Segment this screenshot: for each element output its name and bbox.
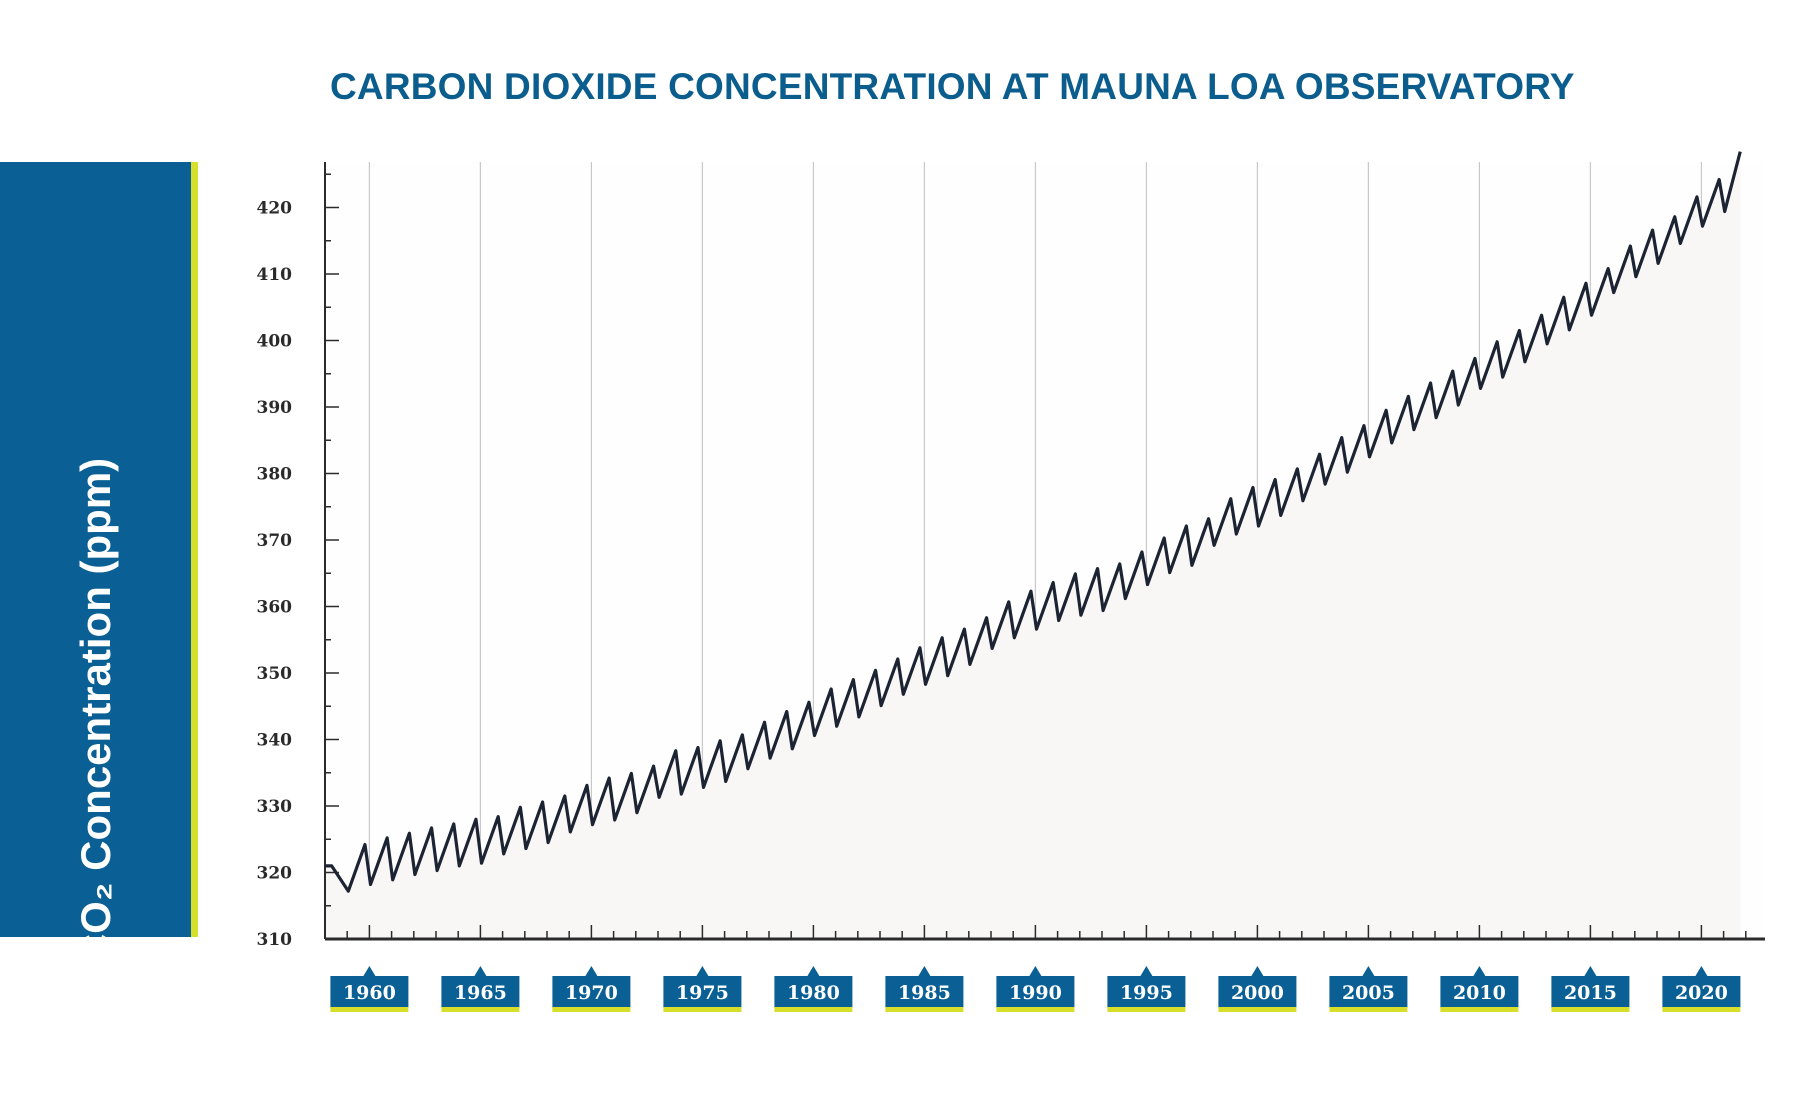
badge-pointer xyxy=(1473,966,1486,976)
x-tick-label: 2000 xyxy=(1231,982,1284,1004)
y-tick-label: 410 xyxy=(257,265,293,285)
badge-underline xyxy=(996,1007,1075,1012)
badge-box xyxy=(330,976,409,1008)
badge-pointer xyxy=(918,966,931,976)
x-tick-label: 1995 xyxy=(1120,982,1173,1004)
y-tick-label: 360 xyxy=(257,598,293,618)
badge-pointer xyxy=(474,966,487,976)
badge-underline xyxy=(441,1007,520,1012)
x-tick-label: 1975 xyxy=(676,982,729,1004)
badge-underline xyxy=(330,1007,409,1012)
badge-box xyxy=(1329,976,1408,1008)
badge-pointer xyxy=(363,966,376,976)
badge-underline xyxy=(1218,1007,1297,1012)
y-tick-label: 350 xyxy=(257,664,293,684)
badge-underline xyxy=(1440,1007,1519,1012)
badge-pointer xyxy=(807,966,820,976)
y-tick-label: 380 xyxy=(257,465,293,485)
badge-box xyxy=(774,976,853,1008)
x-tick-badge-1965: 1965 xyxy=(441,966,520,1012)
badge-box xyxy=(1551,976,1630,1008)
badge-underline xyxy=(1329,1007,1408,1012)
x-tick-label: 1990 xyxy=(1009,982,1062,1004)
x-tick-badge-2010: 2010 xyxy=(1440,966,1519,1012)
co2-series-line xyxy=(325,151,1742,893)
badge-pointer xyxy=(696,966,709,976)
badge-pointer xyxy=(1251,966,1264,976)
x-tick-badge-1990: 1990 xyxy=(996,966,1075,1012)
badge-underline xyxy=(774,1007,853,1012)
y-axis-label-panel: CO₂ Concentration (ppm) xyxy=(0,162,198,964)
x-tick-label: 1980 xyxy=(787,982,840,1004)
x-tick-badge-2015: 2015 xyxy=(1551,966,1630,1012)
x-tick-badge-1960: 1960 xyxy=(330,966,409,1012)
x-tick-label: 2005 xyxy=(1342,982,1395,1004)
y-tick-label: 370 xyxy=(257,531,293,551)
y-tick-label: 340 xyxy=(257,731,293,751)
badge-underline xyxy=(552,1007,631,1012)
x-tick-badge-1985: 1985 xyxy=(885,966,964,1012)
x-tick-badge-1980: 1980 xyxy=(774,966,853,1012)
badge-pointer xyxy=(1584,966,1597,976)
badge-pointer xyxy=(1029,966,1042,976)
x-tick-label: 2020 xyxy=(1675,982,1728,1004)
y-tick-label: 390 xyxy=(257,398,293,418)
badge-box xyxy=(1218,976,1297,1008)
y-tick-label: 320 xyxy=(257,864,293,884)
badge-box xyxy=(885,976,964,1008)
badge-pointer xyxy=(585,966,598,976)
x-tick-badge-1975: 1975 xyxy=(663,966,742,1012)
x-tick-badge-1970: 1970 xyxy=(552,966,631,1012)
badge-box xyxy=(996,976,1075,1008)
badge-box xyxy=(441,976,520,1008)
y-tick-label: 310 xyxy=(257,930,293,950)
x-tick-badge-2005: 2005 xyxy=(1329,966,1408,1012)
badge-pointer xyxy=(1362,966,1375,976)
badge-box xyxy=(1440,976,1519,1008)
area-under-curve xyxy=(325,151,1741,939)
badge-box xyxy=(663,976,742,1008)
badge-underline xyxy=(1107,1007,1186,1012)
x-tick-badge-1995: 1995 xyxy=(1107,966,1186,1012)
x-tick-label: 2015 xyxy=(1564,982,1617,1004)
y-tick-label: 420 xyxy=(257,199,293,219)
badge-pointer xyxy=(1695,966,1708,976)
badge-box xyxy=(1662,976,1741,1008)
badge-box xyxy=(552,976,631,1008)
x-tick-label: 1960 xyxy=(343,982,396,1004)
chart-title: CARBON DIOXIDE CONCENTRATION AT MAUNA LO… xyxy=(330,66,1575,107)
badge-box xyxy=(1107,976,1186,1008)
y-tick-label: 400 xyxy=(257,332,293,352)
y-tick-label: 330 xyxy=(257,797,293,817)
x-tick-badge-2000: 2000 xyxy=(1218,966,1297,1012)
badge-underline xyxy=(1551,1007,1630,1012)
x-tick-label: 1985 xyxy=(898,982,951,1004)
badge-underline xyxy=(663,1007,742,1012)
x-tick-badge-2020: 2020 xyxy=(1662,966,1741,1012)
badge-underline xyxy=(885,1007,964,1012)
badge-underline xyxy=(1662,1007,1741,1012)
badge-pointer xyxy=(1140,966,1153,976)
x-tick-label: 2010 xyxy=(1453,982,1506,1004)
x-tick-label: 1970 xyxy=(565,982,618,1004)
x-tick-label: 1965 xyxy=(454,982,507,1004)
